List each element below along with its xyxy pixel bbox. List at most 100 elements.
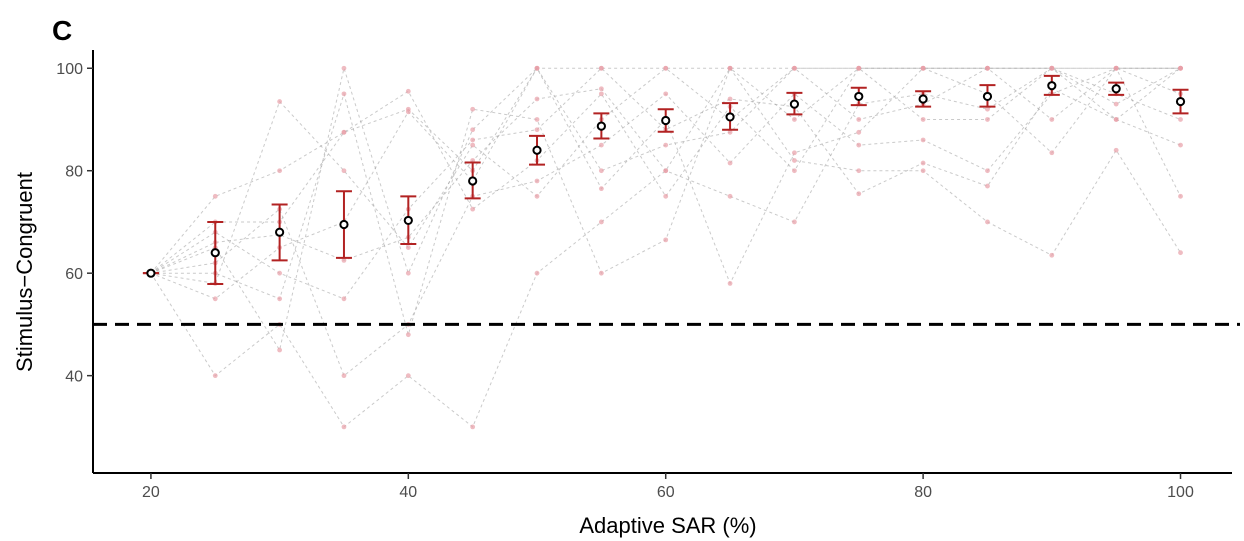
y-tick-label: 100 [56, 61, 83, 78]
subject-point [856, 117, 862, 122]
y-tick-label: 80 [65, 164, 83, 181]
subject-point [1049, 252, 1055, 258]
subject-point [470, 142, 476, 148]
subject-point [1113, 147, 1119, 153]
subject-point [341, 168, 347, 174]
subject-point [277, 99, 283, 104]
subject-point [470, 206, 476, 212]
panel-label: C [52, 15, 72, 46]
subject-point [985, 65, 990, 71]
mean-point [854, 91, 864, 102]
subject-point [470, 424, 476, 430]
subject-point [277, 270, 283, 276]
subject-point [598, 186, 604, 192]
subject-point [534, 127, 540, 133]
subject-line-9 [150, 67, 1181, 300]
subject-point [341, 257, 347, 263]
subject-point [470, 127, 476, 133]
subject-line-3 [150, 67, 1181, 284]
subject-point [920, 65, 926, 71]
mean-point [918, 94, 928, 104]
subject-point [985, 117, 990, 122]
subject-point [792, 168, 797, 174]
mean-marker-80 [915, 90, 932, 108]
mean-point [275, 227, 285, 237]
x-tick-label: 20 [142, 484, 160, 501]
subject-point [727, 96, 733, 102]
subject-point [277, 347, 283, 353]
mean-point [661, 115, 671, 126]
subject-point [534, 117, 540, 122]
y-axis-title: Stimulus−Congruent [12, 172, 37, 372]
subject-point [663, 237, 669, 243]
mean-marker-55 [593, 112, 610, 140]
subject-point [1113, 101, 1119, 107]
subject-point [792, 158, 797, 163]
subject-point [598, 168, 604, 174]
mean-point [725, 112, 735, 122]
mean-marker-40 [400, 195, 417, 245]
subject-point [405, 109, 411, 115]
subject-point [985, 106, 990, 112]
x-axis-title: Adaptive SAR (%) [579, 513, 756, 538]
subject-point [341, 296, 347, 302]
subject-point [534, 193, 540, 199]
subject-point [598, 219, 604, 225]
x-tick-label: 60 [657, 484, 675, 501]
mean-marker-50 [529, 134, 546, 166]
mean-marker-25 [207, 220, 224, 285]
subject-point [663, 168, 669, 174]
subject-point [663, 193, 669, 199]
subject-point [985, 219, 990, 225]
subject-point [212, 373, 218, 379]
subject-point [920, 160, 926, 166]
mean-marker-60 [657, 108, 674, 133]
subject-point [663, 91, 669, 97]
mean-marker-95 [1108, 81, 1125, 96]
mean-marker-90 [1043, 74, 1060, 96]
subject-point [792, 65, 797, 71]
subject-point [1049, 65, 1055, 71]
mean-point [210, 248, 220, 258]
mean-point [403, 215, 413, 226]
subject-point [341, 91, 347, 97]
subject-point [856, 191, 862, 197]
subject-point [727, 65, 733, 71]
subject-point [598, 142, 604, 148]
subject-point [792, 219, 797, 225]
mean-marker-30 [271, 203, 288, 262]
mean-layer [142, 74, 1189, 285]
subject-point [470, 137, 476, 143]
mean-point [1047, 81, 1057, 91]
subject-point [534, 178, 540, 184]
subject-point [856, 168, 862, 174]
subject-point [1178, 193, 1183, 199]
subject-point [792, 150, 797, 156]
subject-point [792, 117, 797, 122]
y-tick-label: 40 [65, 369, 83, 386]
subject-point [856, 142, 862, 148]
subject-point [341, 129, 347, 135]
mean-marker-45 [464, 161, 481, 200]
subject-point [1113, 117, 1119, 122]
subject-point [277, 168, 283, 174]
subject-point [985, 183, 990, 189]
mean-point [789, 99, 800, 109]
mean-point [1111, 84, 1121, 94]
x-tick-label: 80 [914, 484, 932, 501]
subject-point [534, 96, 540, 102]
mean-marker-100 [1172, 88, 1189, 115]
subject-point [534, 270, 540, 276]
mean-marker-35 [335, 190, 352, 259]
subject-point [920, 137, 926, 143]
mean-marker-65 [722, 102, 739, 131]
subject-point [341, 65, 347, 71]
x-tick-label: 40 [399, 484, 417, 501]
mean-point [532, 145, 542, 155]
subject-line-7 [150, 67, 1181, 300]
subject-point [405, 332, 411, 338]
subject-point [341, 424, 347, 430]
subject-line-5 [150, 67, 1181, 337]
subject-point [598, 86, 604, 92]
